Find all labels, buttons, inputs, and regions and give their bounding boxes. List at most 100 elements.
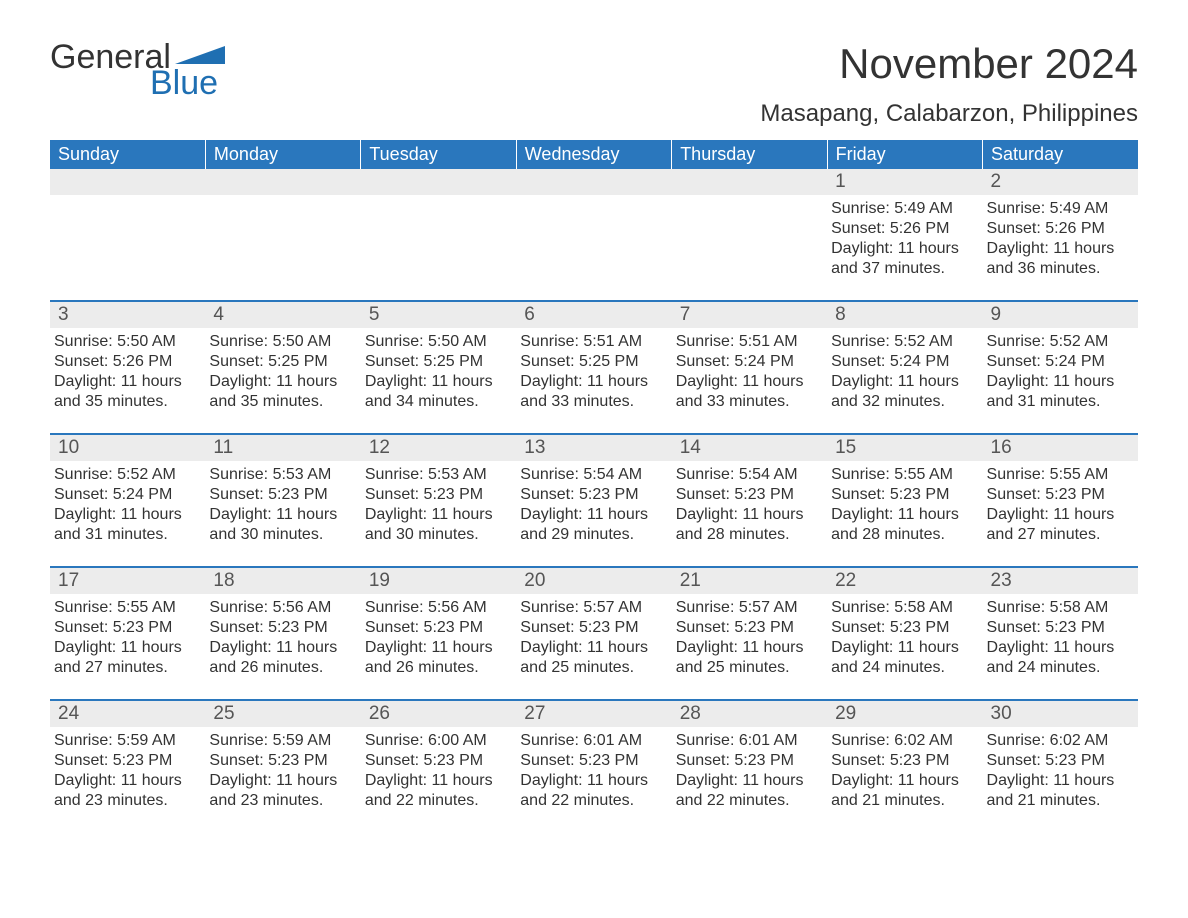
sunset-text: Sunset: 5:23 PM (676, 618, 823, 638)
sunrise-text: Sunrise: 5:57 AM (520, 598, 667, 618)
weekday-header: Monday (205, 140, 360, 169)
calendar-day-cell: 7Sunrise: 5:51 AMSunset: 5:24 PMDaylight… (672, 302, 827, 434)
weekday-header: Thursday (672, 140, 827, 169)
day-details: Sunrise: 5:50 AMSunset: 5:25 PMDaylight:… (205, 328, 360, 416)
sunrise-text: Sunrise: 5:55 AM (831, 465, 978, 485)
sunrise-text: Sunrise: 5:58 AM (831, 598, 978, 618)
calendar-empty-cell (205, 169, 360, 301)
day-number: 20 (516, 568, 671, 594)
calendar-empty-cell (672, 169, 827, 301)
sunrise-text: Sunrise: 5:55 AM (54, 598, 201, 618)
sunset-text: Sunset: 5:23 PM (209, 485, 356, 505)
sunset-text: Sunset: 5:23 PM (987, 751, 1134, 771)
day-number: 13 (516, 435, 671, 461)
weekday-header: Tuesday (361, 140, 516, 169)
daylight-text: Daylight: 11 hours and 28 minutes. (676, 505, 823, 545)
sunrise-text: Sunrise: 5:52 AM (831, 332, 978, 352)
day-number: 8 (827, 302, 982, 328)
daylight-text: Daylight: 11 hours and 33 minutes. (520, 372, 667, 412)
calendar-empty-cell (50, 169, 205, 301)
calendar-week-row: 24 Sunrise: 5:59 AM Sunset: 5:23 PM Dayligh… (50, 701, 1138, 833)
sunset-text: Sunset: 5:23 PM (520, 618, 667, 638)
day-details: Sunrise: 5:52 AMSunset: 5:24 PMDaylight:… (983, 328, 1138, 416)
day-details: Sunrise: 5:57 AMSunset: 5:23 PMDaylight:… (672, 594, 827, 682)
daylight-text: Daylight: 11 hours and 24 minutes. (831, 638, 978, 678)
daylight-text: Daylight: 11 hours and 27 minutes. (987, 505, 1134, 545)
daylight-text: Daylight: 11 hours and 31 minutes. (54, 505, 201, 545)
day-details: Sunrise: 5:51 AMSunset: 5:25 PMDaylight:… (516, 328, 671, 416)
calendar-day-cell: 18Sunrise: 5:56 AMSunset: 5:23 PMDayligh… (205, 568, 360, 700)
day-details: Sunrise: 5:51 AMSunset: 5:24 PMDaylight:… (672, 328, 827, 416)
day-number: 19 (361, 568, 516, 594)
calendar-day-cell: 13Sunrise: 5:54 AMSunset: 5:23 PMDayligh… (516, 435, 671, 567)
day-number: 9 (983, 302, 1138, 328)
sunrise-text: Sunrise: 5:57 AM (676, 598, 823, 618)
day-details: Sunrise: 5:54 AMSunset: 5:23 PMDaylight:… (516, 461, 671, 549)
day-number: 5 (361, 302, 516, 328)
daylight-text: Daylight: 11 hours and 35 minutes. (209, 372, 356, 412)
sunset-text: Sunset: 5:25 PM (520, 352, 667, 372)
sunrise-text: Sunrise: 5:55 AM (987, 465, 1134, 485)
day-number-empty (361, 169, 516, 195)
daylight-text: Daylight: 11 hours and 25 minutes. (676, 638, 823, 678)
day-details: Sunrise: 5:55 AMSunset: 5:23 PMDaylight:… (983, 461, 1138, 549)
daylight-text: Daylight: 11 hours and 29 minutes. (520, 505, 667, 545)
daylight-text: Daylight: 11 hours and 25 minutes. (520, 638, 667, 678)
day-number: 17 (50, 568, 205, 594)
day-number: 18 (205, 568, 360, 594)
day-details: Sunrise: 5:52 AMSunset: 5:24 PMDaylight:… (50, 461, 205, 549)
sunrise-text: Sunrise: 5:58 AM (987, 598, 1134, 618)
calendar-day-cell: 20Sunrise: 5:57 AMSunset: 5:23 PMDayligh… (516, 568, 671, 700)
sunset-text: Sunset: 5:23 PM (831, 751, 978, 771)
day-number: 28 (672, 701, 827, 727)
daylight-text: Daylight: 11 hours and 36 minutes. (987, 239, 1134, 279)
calendar-week-row: 3Sunrise: 5:50 AMSunset: 5:26 PMDaylight… (50, 302, 1138, 434)
day-number: 10 (50, 435, 205, 461)
weekday-header: Sunday (50, 140, 205, 169)
day-number-empty (50, 169, 205, 195)
day-number: 6 (516, 302, 671, 328)
day-details: Sunrise: 5:50 AMSunset: 5:25 PMDaylight:… (361, 328, 516, 416)
calendar-day-cell: 9Sunrise: 5:52 AMSunset: 5:24 PMDaylight… (983, 302, 1138, 434)
day-details: Sunrise: 6:01 AMSunset: 5:23 PMDaylight:… (672, 727, 827, 815)
daylight-text: Daylight: 11 hours and 23 minutes. (209, 771, 356, 811)
day-number: 24 (50, 701, 205, 727)
day-details: Sunrise: 5:57 AMSunset: 5:23 PMDaylight:… (516, 594, 671, 682)
calendar-day-cell: 6Sunrise: 5:51 AMSunset: 5:25 PMDaylight… (516, 302, 671, 434)
daylight-text: Daylight: 11 hours and 26 minutes. (209, 638, 356, 678)
day-details: Sunrise: 5:53 AMSunset: 5:23 PMDaylight:… (361, 461, 516, 549)
sunrise-text: Sunrise: 5:51 AM (676, 332, 823, 352)
day-number: 12 (361, 435, 516, 461)
sunrise-text: Sunrise: 5:53 AM (209, 465, 356, 485)
calendar-day-cell: 1Sunrise: 5:49 AMSunset: 5:26 PMDaylight… (827, 169, 982, 301)
sunrise-text: Sunrise: 6:00 AM (365, 731, 512, 751)
day-number: 23 (983, 568, 1138, 594)
daylight-text: Daylight: 11 hours and 34 minutes. (365, 372, 512, 412)
sunset-text: Sunset: 5:24 PM (676, 352, 823, 372)
day-number: 22 (827, 568, 982, 594)
calendar-day-cell: 8Sunrise: 5:52 AMSunset: 5:24 PMDaylight… (827, 302, 982, 434)
sunrise-text: Sunrise: 5:56 AM (209, 598, 356, 618)
sunrise-text: Sunrise: 5:59 AM (54, 731, 201, 751)
sunset-text: Sunset: 5:26 PM (831, 219, 978, 239)
sunset-text: Sunset: 5:23 PM (520, 485, 667, 505)
sunset-text: Sunset: 5:23 PM (676, 751, 823, 771)
calendar-day-cell: 19Sunrise: 5:56 AMSunset: 5:23 PMDayligh… (361, 568, 516, 700)
calendar-day-cell: 16Sunrise: 5:55 AMSunset: 5:23 PMDayligh… (983, 435, 1138, 567)
calendar-week-row: 1Sunrise: 5:49 AMSunset: 5:26 PMDaylight… (50, 169, 1138, 301)
daylight-text: Daylight: 11 hours and 37 minutes. (831, 239, 978, 279)
sunset-text: Sunset: 5:24 PM (987, 352, 1134, 372)
sunset-text: Sunset: 5:23 PM (365, 751, 512, 771)
day-number: 16 (983, 435, 1138, 461)
sunrise-text: Sunrise: 5:52 AM (987, 332, 1134, 352)
sunset-text: Sunset: 5:23 PM (676, 485, 823, 505)
calendar-day-cell: 15Sunrise: 5:55 AMSunset: 5:23 PMDayligh… (827, 435, 982, 567)
day-number: 11 (205, 435, 360, 461)
weekday-header: Friday (827, 140, 982, 169)
sunset-text: Sunset: 5:23 PM (831, 485, 978, 505)
day-details: Sunrise: 6:00 AMSunset: 5:23 PMDaylight:… (361, 727, 516, 815)
day-number: 27 (516, 701, 671, 727)
day-details: Sunrise: 5:53 AMSunset: 5:23 PMDaylight:… (205, 461, 360, 549)
day-number: 26 (361, 701, 516, 727)
calendar-day-cell: 25Sunrise: 5:59 AMSunset: 5:23 PMDayligh… (205, 701, 360, 833)
